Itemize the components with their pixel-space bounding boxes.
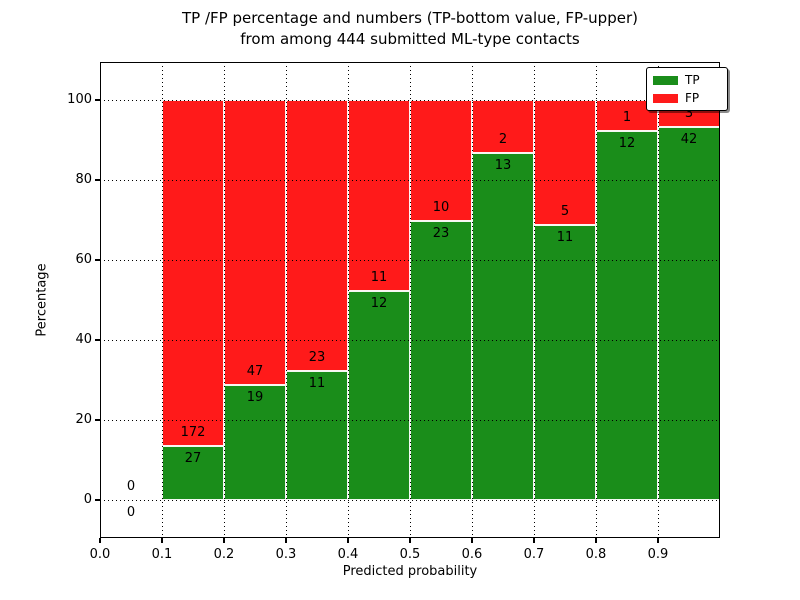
bar-segment-tp [658,126,720,500]
y-tick-label: 20 [75,412,92,427]
gridline-vertical [596,62,597,538]
bar-segment-tp [286,370,348,500]
gridline-vertical [658,62,659,538]
gridline-vertical [224,62,225,538]
x-tick-mark [99,538,101,543]
x-tick-mark [409,538,411,543]
bar-segment-tp [348,291,410,500]
y-tick-label: 80 [75,172,92,187]
x-tick-mark [657,538,659,543]
bar-label-fp: 10 [432,200,450,216]
plot-area: TP FP 0 0 172 27 47 19 23 11 11 12 10 23 2 13 5 11 1 12 3 4… [100,62,728,538]
y-tick-mark [95,499,100,501]
bar-segment-tp [596,130,658,500]
bar-segment-tp [534,225,596,500]
bar-label-tp: 12 [370,296,388,312]
bar-segment-fp [348,100,410,292]
bar-segment-fp [286,100,348,371]
y-tick-label: 100 [67,92,92,107]
bar-label-tp: 27 [184,450,202,466]
x-tick-label: 0.2 [213,547,235,562]
y-axis-label: Percentage [34,263,50,337]
bar-label-tp: 11 [308,375,326,391]
gridline-vertical [348,62,349,538]
legend-swatch-fp-icon [653,93,678,103]
y-tick-mark [95,99,100,101]
y-tick-mark [95,419,100,421]
gridline-vertical [162,62,163,538]
x-tick-mark [595,538,597,543]
x-tick-mark [533,538,535,543]
x-tick-label: 0.4 [337,547,359,562]
bar-label-fp: 47 [246,363,264,379]
gridline-vertical [410,62,411,538]
x-tick-label: 0.3 [275,547,297,562]
bar-label-tp: 11 [556,230,574,245]
x-tick-label: 0.9 [647,547,669,562]
y-tick-mark [95,339,100,341]
y-tick-label: 60 [75,252,92,267]
bar-label-fp: 172 [180,424,206,440]
bar-segment-fp [162,100,224,446]
bar-label-fp: 23 [308,349,326,365]
x-tick-label: 0.8 [585,547,607,562]
gridline-vertical [472,62,473,538]
bar-label-tp: 0 [126,505,136,520]
x-tick-label: 0.7 [523,547,545,562]
bar-label-fp: 1 [622,109,632,125]
gridline-vertical [286,62,287,538]
legend-item-tp: TP [653,73,721,87]
bar-segment-fp [224,100,286,385]
chart-title-line1: TP /FP percentage and numbers (TP-bottom… [182,9,638,27]
y-tick-mark [95,259,100,261]
x-tick-mark [161,538,163,543]
bar-segment-tp [472,153,534,500]
bar-label-fp: 3 [684,105,694,121]
bar-label-fp: 5 [560,204,570,219]
y-tick-label: 40 [75,332,92,347]
x-axis-label: Predicted probability [342,564,478,579]
bar-label-fp: 0 [126,479,136,494]
x-tick-mark [347,538,349,543]
bar-label-fp: 11 [370,270,388,286]
bar-label-fp: 2 [498,132,508,148]
x-tick-mark [285,538,287,543]
bar-label-tp: 13 [494,158,512,174]
legend: TP FP [646,67,728,111]
x-tick-label: 0.6 [461,547,483,562]
bar-label-tp: 23 [432,226,450,242]
chart-title: TP /FP percentage and numbers (TP-bottom… [100,8,720,50]
chart-title-line2: from among 444 submitted ML-type contact… [240,30,580,48]
x-tick-label: 0.1 [151,547,173,562]
bar-segment-tp [410,221,472,500]
legend-label-fp: FP [685,91,700,105]
bar-label-tp: 42 [680,131,698,147]
legend-label-tp: TP [685,73,700,87]
bar-label-tp: 19 [246,389,264,405]
x-tick-mark [223,538,225,543]
legend-item-fp: FP [653,91,721,105]
x-tick-mark [471,538,473,543]
y-tick-label: 0 [83,492,92,507]
legend-swatch-tp-icon [653,75,678,85]
gridline-vertical [534,62,535,538]
bar-label-tp: 12 [618,135,636,151]
x-tick-label: 0.0 [89,547,111,562]
y-tick-mark [95,179,100,181]
x-tick-label: 0.5 [399,547,421,562]
